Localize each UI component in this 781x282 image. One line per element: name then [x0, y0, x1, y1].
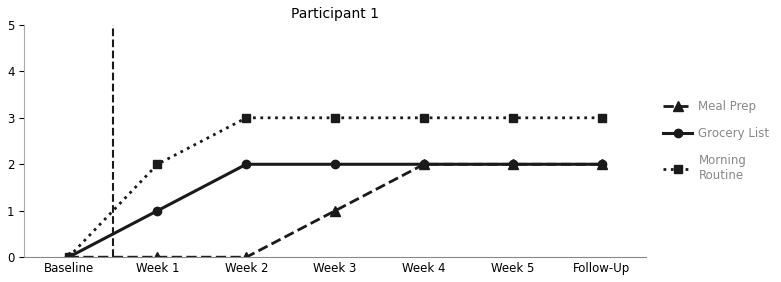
Grocery List	[153, 209, 162, 212]
Morning
Routine	[241, 116, 251, 120]
Grocery List	[64, 255, 73, 259]
Meal Prep	[508, 163, 518, 166]
Meal Prep	[419, 163, 429, 166]
Grocery List	[330, 163, 340, 166]
Line: Grocery List: Grocery List	[64, 160, 606, 261]
Morning
Routine	[153, 163, 162, 166]
Meal Prep	[64, 255, 73, 259]
Meal Prep	[241, 255, 251, 259]
Legend: Meal Prep, Grocery List, Morning
Routine: Meal Prep, Grocery List, Morning Routine	[658, 95, 774, 187]
Morning
Routine	[64, 255, 73, 259]
Meal Prep	[330, 209, 340, 212]
Morning
Routine	[330, 116, 340, 120]
Morning
Routine	[419, 116, 429, 120]
Title: Participant 1: Participant 1	[291, 7, 379, 21]
Meal Prep	[153, 255, 162, 259]
Morning
Routine	[508, 116, 518, 120]
Morning
Routine	[597, 116, 606, 120]
Grocery List	[597, 163, 606, 166]
Grocery List	[508, 163, 518, 166]
Line: Meal Prep: Meal Prep	[64, 160, 606, 262]
Grocery List	[419, 163, 429, 166]
Grocery List	[241, 163, 251, 166]
Meal Prep	[597, 163, 606, 166]
Line: Morning
Routine: Morning Routine	[65, 114, 605, 261]
